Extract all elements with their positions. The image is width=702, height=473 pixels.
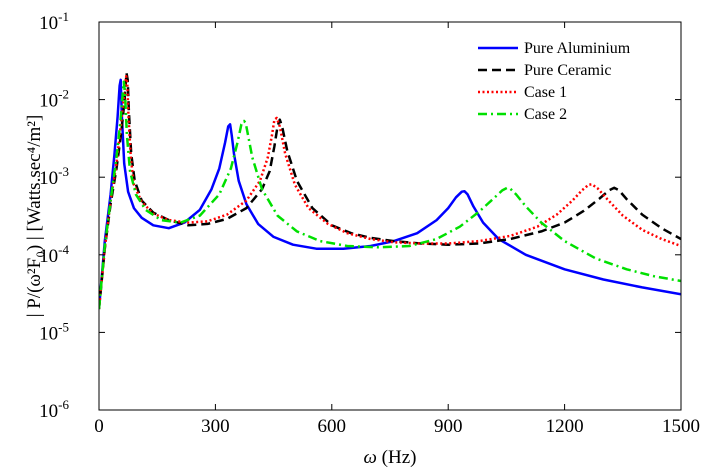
x-tick-label: 900 xyxy=(434,416,463,437)
plot-frame xyxy=(98,21,682,411)
y-axis-label: | P/(ω²F₀) | [Watts.sec⁴/m²] xyxy=(24,115,45,318)
y-tick-label: 10-1 xyxy=(39,9,69,34)
legend-label-3: Case 1 xyxy=(524,84,567,101)
x-tick-label: 600 xyxy=(318,416,347,437)
legend-label-1: Pure Aluminium xyxy=(524,40,631,57)
x-tick-label: 300 xyxy=(201,416,230,437)
y-tick-label: 10-6 xyxy=(39,397,69,422)
series-line-3 xyxy=(99,74,681,310)
x-tick-label: 1200 xyxy=(546,416,584,437)
y-tick-label: 10-2 xyxy=(39,87,69,112)
series-line-4 xyxy=(99,80,681,310)
legend: Pure Aluminium Pure Ceramic Case 1 Case 2 xyxy=(478,40,631,123)
legend-label-4: Case 2 xyxy=(524,106,567,123)
series-line-1 xyxy=(99,78,681,310)
y-tick-label: 10-5 xyxy=(39,319,69,344)
x-tick-label: 1500 xyxy=(662,416,700,437)
series-line-2 xyxy=(99,71,681,310)
legend-label-2: Pure Ceramic xyxy=(524,62,612,79)
y-tick-label: 10-3 xyxy=(39,164,69,189)
y-tick-label: 10-4 xyxy=(39,242,69,267)
x-tick-label: 0 xyxy=(94,416,104,437)
series-layer xyxy=(99,71,681,310)
ticks-layer: 0 300 600 900 1200 1500 10-6 10-5 10-4 10-3 10-2 10… xyxy=(39,9,700,437)
plot-background xyxy=(99,22,681,410)
x-axis-label: ω (Hz) xyxy=(364,447,417,468)
